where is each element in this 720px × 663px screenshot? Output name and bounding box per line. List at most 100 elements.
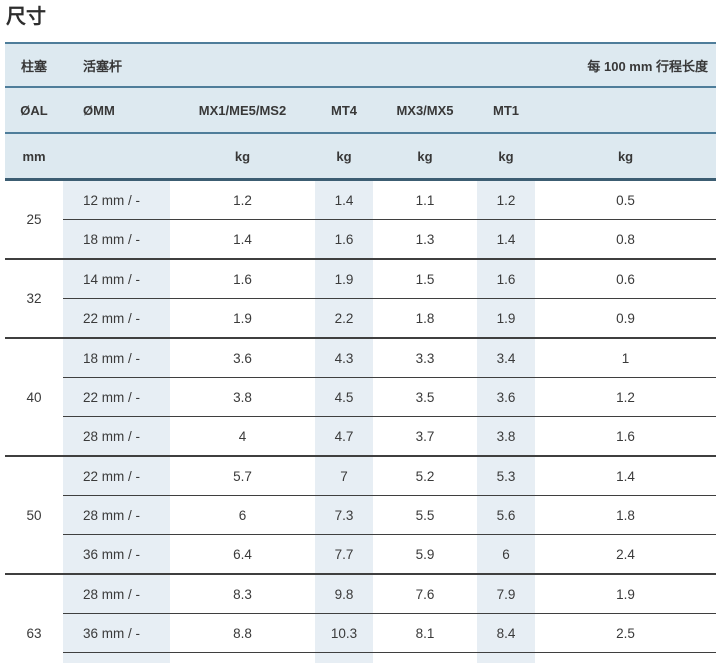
weight-cell: 1.9 [315,258,373,299]
weight-cell: 1.9 [535,573,717,614]
header-group-row: 柱塞 活塞杆 每 100 mm 行程长度 [5,43,717,88]
weight-cell: 8.3 [170,573,315,614]
rod-cell: 18 mm / - [63,219,170,259]
weight-cell: 5.2 [373,455,477,496]
bore-cell: 25 [5,179,63,259]
weight-cell: 10.3 [315,613,373,653]
weight-cell: 0.8 [535,219,717,259]
weight-cell: 1.8 [373,298,477,338]
weight-cell: 3.3 [373,337,477,378]
weight-cell: 1.9 [170,298,315,338]
rod-cell: 22 mm / - [63,455,170,496]
weight-cell: 3.6 [477,377,536,417]
rod-cell: 28 mm / - [63,416,170,456]
weight-cell: 1.4 [315,179,373,220]
weight-cell: 5.5 [373,495,477,535]
header-cell-model-mx1-me5-ms2: MX1/ME5/MS2 [170,87,315,134]
unit-cell-kg: kg [477,133,536,181]
weight-cell: 1.6 [315,219,373,259]
table-row: 22 mm / -3.8 4.5 3.5 3.6 1.2 [5,377,717,417]
weight-cell: 3.6 [170,337,315,378]
table-row: 50 22 mm / -5.7 7 5.2 5.3 1.4 [5,455,717,574]
header-cell-piston-rod: 活塞杆 [63,43,536,88]
weight-cell: 1.4 [170,219,315,259]
table-row: 45 mm / -9.7118.89.13.4 [5,652,717,663]
weight-cell: 1.2 [170,179,315,220]
rod-cell: 22 mm / - [63,298,170,338]
weight-cell: 1.1 [373,179,477,220]
table-row: 36 mm / -6.4 7.7 5.9 6 2.4 [5,534,717,574]
unit-cell-kg: kg [315,133,373,181]
weight-cell: 4.3 [315,337,373,378]
weight-cell: 7.7 [315,534,373,574]
table-row: 36 mm / -8.8 10.3 8.1 8.4 2.5 [5,613,717,653]
weight-cell: 3.8 [170,377,315,417]
weight-cell: 2.4 [535,534,717,574]
rod-cell: 18 mm / - [63,337,170,378]
weight-cell: 6.4 [170,534,315,574]
header-cell-stroke-length: 每 100 mm 行程长度 [535,43,717,88]
weight-cell: 5.6 [477,495,536,535]
table-row: 28 mm / -6 7.3 5.5 5.6 1.8 [5,495,717,535]
rod-cell: 22 mm / - [63,377,170,417]
weight-cell: 9.7 [170,652,315,663]
weight-cell: 1.3 [373,219,477,259]
weight-cell: 3.8 [477,416,536,456]
bore-cell: 40 [5,337,63,456]
header-model-row: ØAL ØMM MX1/ME5/MS2 MT4 MX3/MX5 MT1 [5,87,717,134]
weight-cell: 2.2 [315,298,373,338]
weight-cell: 8.8 [373,652,477,663]
header-cell-model-mt4: MT4 [315,87,373,134]
rod-cell: 12 mm / - [63,179,170,220]
weight-cell: 1.2 [477,179,536,220]
weight-cell: 3.4 [477,337,536,378]
weight-cell: 7.3 [315,495,373,535]
weight-cell: 1.6 [477,258,536,299]
weight-cell: 3.7 [373,416,477,456]
weight-cell: 1.6 [170,258,315,299]
weight-cell: 9.1 [477,652,536,663]
unit-cell-kg: kg [373,133,477,181]
header-unit-row: mm kg kg kg kg kg [5,133,717,181]
header-cell-model-mx3-mx5: MX3/MX5 [373,87,477,134]
header-cell-model-mt1: MT1 [477,87,536,134]
weight-cell: 1.9 [477,298,536,338]
weight-cell: 6 [477,534,536,574]
table-row: 40 18 mm / -3.6 4.3 3.3 3.4 1 [5,337,717,456]
weight-cell: 3.4 [535,652,717,663]
table-row: 32 14 mm / -1.6 1.9 1.5 1.6 0.6 [5,258,717,338]
weight-cell: 7.9 [477,573,536,614]
table-row: 28 mm / -4 4.7 3.7 3.8 1.6 [5,416,717,456]
unit-cell-kg: kg [535,133,717,181]
weight-cell: 0.5 [535,179,717,220]
table-row: 18 mm / -1.4 1.6 1.3 1.4 0.8 [5,219,717,259]
weight-cell: 8.1 [373,613,477,653]
page-title: 尺寸 [6,6,46,28]
weight-cell: 0.6 [535,258,717,299]
bore-cell: 50 [5,455,63,574]
rod-cell: 28 mm / - [63,573,170,614]
bore-cell: 32 [5,258,63,338]
unit-cell-empty [63,133,170,181]
dimensions-table: 柱塞 活塞杆 每 100 mm 行程长度 ØAL ØMM MX1/ME5/MS2… [5,42,717,663]
weight-cell: 8.4 [477,613,536,653]
weight-cell: 1.6 [535,416,717,456]
unit-cell-mm: mm [5,133,63,181]
table-row: 63 28 mm / -8.3 9.8 7.6 7.9 1.9 [5,573,717,663]
header-cell-rod-diameter: ØMM [63,87,170,134]
weight-cell: 5.7 [170,455,315,496]
weight-cell: 6 [170,495,315,535]
weight-cell: 11 [315,652,373,663]
rod-cell: 36 mm / - [63,613,170,653]
weight-cell: 4 [170,416,315,456]
weight-cell: 1.4 [535,455,717,496]
weight-cell: 7 [315,455,373,496]
weight-cell: 0.9 [535,298,717,338]
rod-cell: 36 mm / - [63,534,170,574]
weight-cell: 5.3 [477,455,536,496]
weight-cell: 1.5 [373,258,477,299]
table-row: 25 12 mm / -1.2 1.4 1.1 1.2 0.5 [5,179,717,259]
weight-cell: 5.9 [373,534,477,574]
weight-cell: 1 [535,337,717,378]
